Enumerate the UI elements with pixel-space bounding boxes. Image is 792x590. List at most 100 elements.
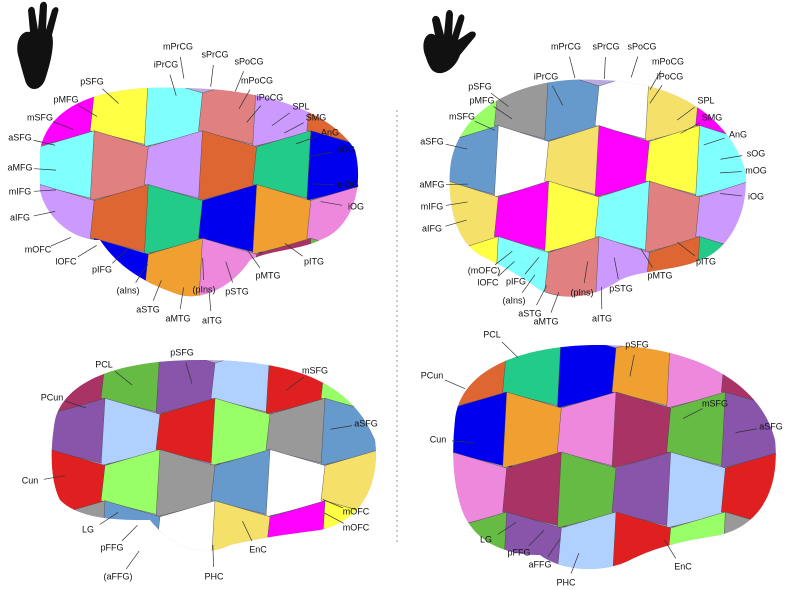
region-label: PCun <box>41 392 64 402</box>
region-label: iPrCG <box>534 71 559 81</box>
leader-line <box>703 137 725 146</box>
region-label: aMFG <box>419 179 444 189</box>
leader-line <box>677 242 696 257</box>
region-label: pIFG <box>92 264 112 274</box>
leader-line <box>208 289 212 312</box>
leader-line <box>680 122 700 134</box>
leader-line <box>77 104 98 117</box>
brain-region <box>306 237 359 297</box>
region-label: AnG <box>729 129 747 139</box>
region-label: lOFC <box>56 256 77 266</box>
leader-line <box>284 122 304 134</box>
region-label: sPoCG <box>627 41 656 51</box>
leader-line <box>179 56 185 79</box>
leader-line <box>324 512 344 524</box>
leader-line <box>445 143 468 150</box>
leader-line <box>246 249 261 269</box>
region-label: Cun <box>430 434 447 444</box>
brain-region <box>51 500 112 551</box>
leader-line <box>296 136 317 145</box>
region-label: iPoCG <box>657 71 684 81</box>
brain-region <box>453 511 513 570</box>
leader-line <box>271 112 290 127</box>
region-label: mSFG <box>449 111 475 121</box>
region-label: SPL <box>697 95 714 105</box>
leader-line <box>494 250 513 266</box>
leader-line <box>445 201 468 206</box>
region-label: sPrCG <box>593 41 620 51</box>
region-label: mOFC <box>343 522 370 532</box>
region-label: mOFC <box>343 506 370 516</box>
leader-line <box>242 520 253 542</box>
region-label: mPrCG <box>163 41 193 51</box>
leader-line <box>77 244 97 258</box>
region-label: iPrCG <box>154 59 179 69</box>
region-label: pMTG <box>647 270 672 280</box>
brain <box>51 360 376 551</box>
leader-line <box>524 257 540 275</box>
leader-line <box>630 56 639 78</box>
leader-line <box>613 257 619 280</box>
leader-line <box>552 85 564 106</box>
leader-line <box>121 525 138 542</box>
leader-line <box>33 211 56 217</box>
leader-line <box>451 440 474 444</box>
region-label: mOG <box>745 165 767 175</box>
leader-line <box>735 428 758 433</box>
region-label: mSFG <box>27 112 53 122</box>
leader-line <box>682 408 703 419</box>
leader-line <box>33 189 56 192</box>
region-label: pMTG <box>255 270 280 280</box>
region-label: iOG <box>348 201 364 211</box>
region-label: (pIns) <box>192 284 215 294</box>
region-label: SMG <box>306 112 327 122</box>
region-label: pFFG <box>507 547 530 557</box>
region-label: SPL <box>292 101 309 111</box>
region-label: pIFG <box>506 276 526 286</box>
region-label: pFFG <box>100 542 123 552</box>
region-label: aSFG <box>420 136 444 146</box>
leader-line <box>114 370 133 386</box>
leader-line <box>33 139 56 146</box>
brain-region <box>320 397 376 466</box>
region-label: pITG <box>304 256 324 266</box>
region-label: aSFG <box>354 418 378 428</box>
brain-region <box>695 236 746 297</box>
region-label: PCL <box>95 359 113 369</box>
leader-line <box>210 64 214 87</box>
leader-line <box>720 171 743 174</box>
leader-line <box>102 88 119 104</box>
region-label: AnG <box>321 127 339 137</box>
leader-line <box>286 376 305 391</box>
leader-line <box>212 545 214 568</box>
region-label: Cun <box>22 475 39 485</box>
leader-line <box>185 362 193 384</box>
region-label: lOFC <box>478 277 499 287</box>
region-label: aSFG <box>759 421 783 431</box>
leader-line <box>169 74 177 96</box>
leader-line <box>490 92 509 107</box>
leader-line <box>583 261 589 284</box>
leader-line <box>570 552 580 574</box>
region-label: aFFG <box>528 559 551 569</box>
region-label: mIFG <box>421 201 444 211</box>
leader-line <box>521 274 536 294</box>
region-label: (pIns) <box>570 287 593 297</box>
leader-line <box>320 201 343 206</box>
leader-line <box>497 522 517 535</box>
leader-line <box>493 106 513 120</box>
region-label: pSFG <box>625 339 649 349</box>
leader-line <box>234 71 244 92</box>
leader-line <box>445 183 468 186</box>
region-label: (mOFC) <box>468 265 501 275</box>
region-label: EnC <box>674 561 692 571</box>
leader-line <box>65 400 87 409</box>
region-label: PCun <box>421 370 444 380</box>
region-label: aSFG <box>8 132 32 142</box>
region-label: pSFG <box>468 81 492 91</box>
region-label: sPoCG <box>234 56 263 66</box>
region-label: mPoCG <box>241 75 273 85</box>
brain-region <box>544 236 606 297</box>
region-label: aMTG <box>533 316 558 326</box>
